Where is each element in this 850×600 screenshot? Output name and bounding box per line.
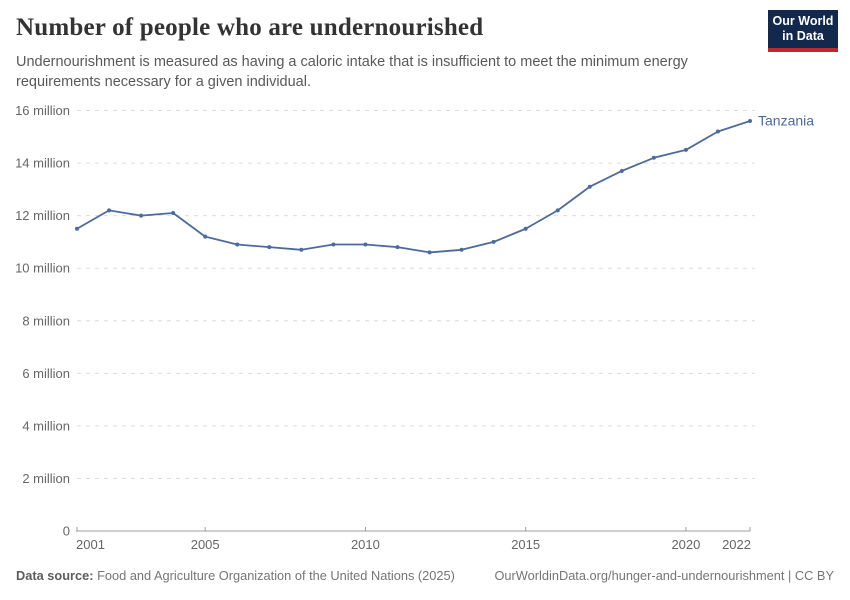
- y-tick-label: 14 million: [15, 156, 70, 171]
- owid-logo[interactable]: Our World in Data: [768, 10, 838, 52]
- data-point[interactable]: [748, 119, 752, 124]
- data-point[interactable]: [363, 242, 368, 247]
- data-source-text: Food and Agriculture Organization of the…: [97, 568, 455, 583]
- y-tick-label: 16 million: [15, 103, 70, 118]
- data-point[interactable]: [139, 213, 144, 218]
- data-point[interactable]: [299, 247, 304, 252]
- data-point[interactable]: [203, 234, 208, 239]
- y-tick-label: 2 million: [22, 471, 70, 486]
- data-point[interactable]: [171, 210, 176, 215]
- page-title: Number of people who are undernourished: [16, 14, 484, 41]
- data-point[interactable]: [619, 168, 624, 173]
- data-point[interactable]: [715, 129, 720, 134]
- citation-link[interactable]: OurWorldinData.org/hunger-and-undernouri…: [494, 568, 834, 583]
- series-line[interactable]: [76, 120, 751, 254]
- data-point[interactable]: [683, 147, 688, 152]
- data-point[interactable]: [267, 245, 272, 250]
- chart-footer: Data source: Food and Agriculture Organi…: [16, 568, 834, 583]
- x-tick-label: 2015: [511, 537, 540, 552]
- data-point[interactable]: [651, 155, 656, 160]
- x-tick-label: 2010: [351, 537, 380, 552]
- data-point[interactable]: [523, 226, 528, 231]
- y-tick-label: 12 million: [15, 208, 70, 223]
- y-tick-label: 6 million: [22, 366, 70, 381]
- data-point[interactable]: [235, 242, 240, 247]
- x-tick-label: 2020: [671, 537, 700, 552]
- data-source-note: Data source: Food and Agriculture Organi…: [16, 568, 455, 583]
- data-point[interactable]: [459, 247, 464, 252]
- y-tick-label: 0: [63, 524, 70, 539]
- data-point[interactable]: [587, 184, 592, 189]
- data-point[interactable]: [491, 239, 496, 244]
- data-source-label: Data source:: [16, 568, 94, 583]
- data-point[interactable]: [331, 242, 336, 247]
- data-point[interactable]: [107, 208, 112, 213]
- data-point[interactable]: [395, 245, 400, 250]
- y-tick-label: 4 million: [22, 418, 70, 433]
- data-point[interactable]: [555, 208, 560, 213]
- page-subtitle: Undernourishment is measured as having a…: [16, 54, 688, 90]
- y-tick-label: 10 million: [15, 261, 70, 276]
- entity-label[interactable]: Tanzania: [758, 113, 814, 129]
- x-tick-label: 2001: [76, 537, 105, 552]
- owid-logo-line1: Our World: [772, 14, 834, 28]
- data-point[interactable]: [75, 226, 79, 231]
- x-tick-label: 2005: [191, 537, 220, 552]
- x-tick-label: 2022: [722, 537, 751, 552]
- data-point[interactable]: [427, 250, 432, 255]
- y-tick-label: 8 million: [22, 313, 70, 328]
- owid-logo-line2: in Data: [782, 29, 824, 44]
